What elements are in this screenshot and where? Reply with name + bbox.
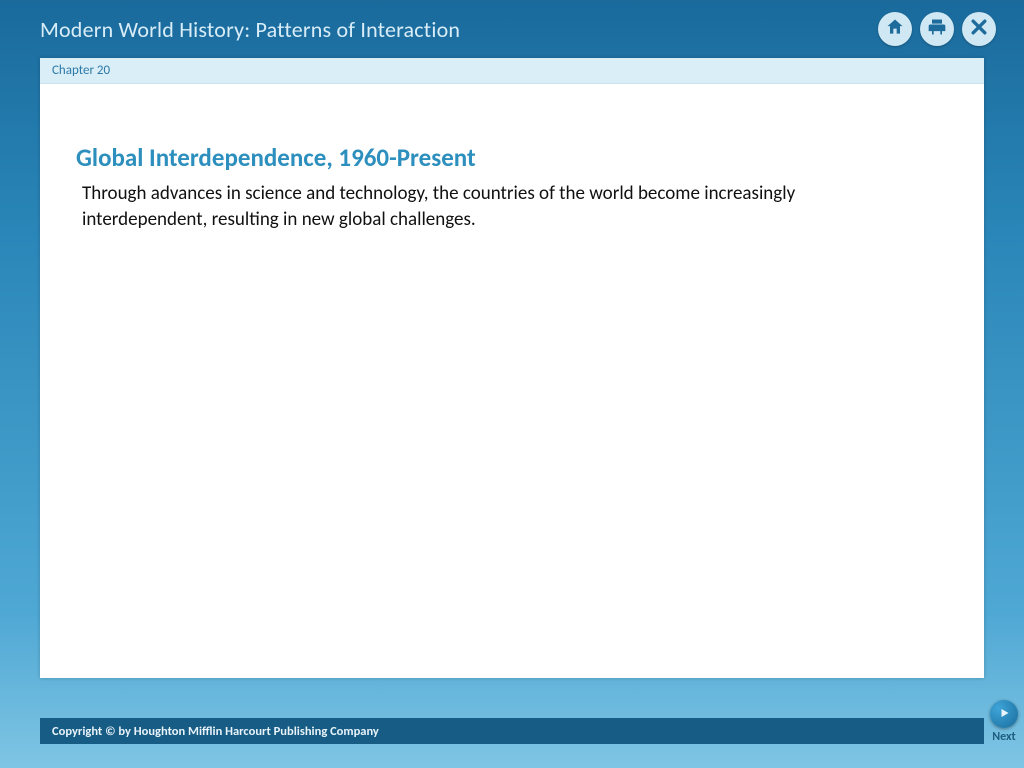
chapter-body: Through advances in science and technolo… xyxy=(76,181,816,232)
header-icons xyxy=(878,12,996,46)
app-frame: Modern World History: Patterns of Intera… xyxy=(0,0,1024,768)
print-button[interactable] xyxy=(920,12,954,46)
chapter-title: Global Interdependence, 1960-Present xyxy=(76,142,940,173)
content-area: Global Interdependence, 1960-Present Thr… xyxy=(40,84,984,232)
next-button[interactable] xyxy=(990,700,1018,728)
book-title: Modern World History: Patterns of Intera… xyxy=(40,16,460,43)
next-label: Next xyxy=(990,730,1018,744)
next-nav: Next xyxy=(990,700,1018,744)
play-icon xyxy=(998,705,1010,724)
home-icon xyxy=(885,17,905,42)
chapter-label: Chapter 20 xyxy=(52,63,110,78)
content-panel: Chapter 20 Global Interdependence, 1960-… xyxy=(40,58,984,678)
close-button[interactable] xyxy=(962,12,996,46)
chapter-bar: Chapter 20 xyxy=(40,58,984,84)
header-bar: Modern World History: Patterns of Intera… xyxy=(0,0,1024,58)
print-icon xyxy=(927,17,947,42)
copyright-text: Copyright © by Houghton Mifflin Harcourt… xyxy=(52,724,379,739)
close-icon xyxy=(969,17,989,42)
footer-bar: Copyright © by Houghton Mifflin Harcourt… xyxy=(40,718,984,744)
home-button[interactable] xyxy=(878,12,912,46)
